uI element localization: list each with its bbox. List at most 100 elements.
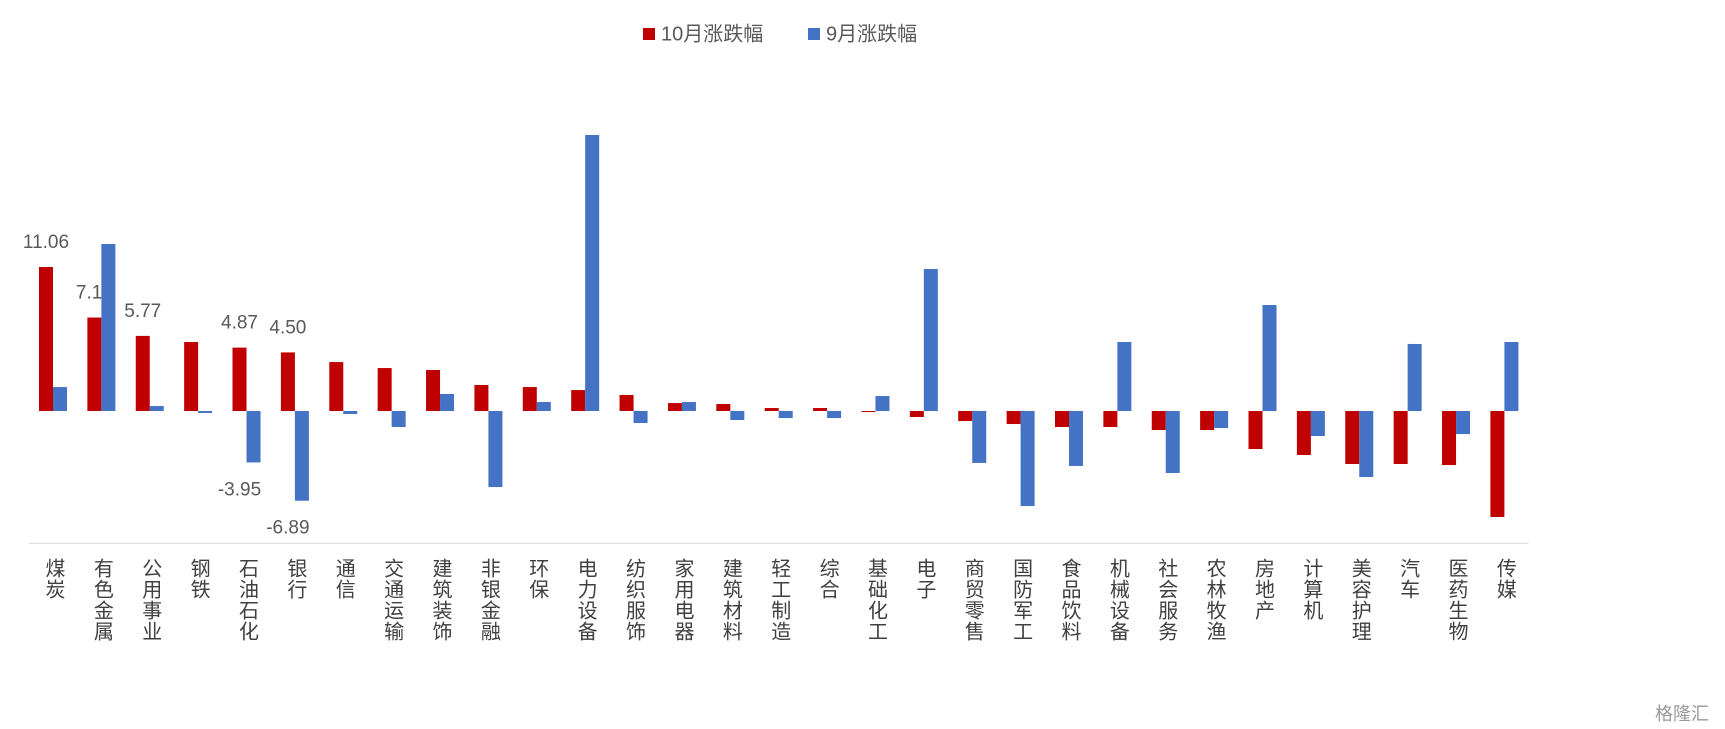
bar	[585, 135, 600, 412]
x-tick-label: 煤炭	[41, 558, 64, 600]
legend-swatch	[643, 28, 655, 40]
bar	[827, 411, 842, 419]
bar	[294, 411, 309, 501]
bar	[280, 352, 295, 412]
legend-swatch	[808, 28, 820, 40]
data-label: 11.06	[23, 232, 69, 253]
bar	[619, 394, 634, 412]
bar	[1296, 411, 1311, 456]
x-tick-label: 基础化工	[864, 558, 887, 642]
bar	[1151, 411, 1166, 431]
bar	[1214, 411, 1229, 429]
bar	[1393, 411, 1408, 464]
data-label: 4.87	[221, 313, 258, 334]
bar	[1310, 411, 1325, 437]
bar	[571, 390, 586, 412]
bar	[1006, 411, 1021, 425]
bar	[1103, 411, 1118, 428]
bar	[1407, 343, 1422, 412]
x-tick-label: 社会服务	[1154, 558, 1177, 642]
x-tick-label: 家用电器	[670, 558, 693, 642]
x-tick-label: 公用事业	[138, 558, 161, 642]
bar	[861, 411, 876, 413]
x-tick-label: 计算机	[1299, 558, 1322, 621]
bar	[1248, 411, 1263, 450]
bar	[149, 406, 164, 412]
bar	[716, 403, 731, 412]
x-tick-label: 交通运输	[380, 558, 403, 642]
bar	[246, 411, 261, 463]
bar	[1456, 411, 1471, 435]
x-tick-label: 建筑材料	[719, 558, 742, 642]
bar	[184, 342, 199, 412]
x-tick-label: 房地产	[1251, 558, 1274, 621]
bar	[813, 408, 828, 412]
bar	[958, 411, 973, 422]
x-tick-label: 商贸零售	[961, 558, 984, 642]
bar	[764, 408, 779, 412]
x-tick-label: 汽车	[1396, 558, 1419, 600]
bar	[972, 411, 987, 463]
bar	[488, 411, 503, 488]
bar	[1359, 411, 1374, 478]
data-label: -6.89	[266, 518, 309, 539]
x-tick-label: 建筑装饰	[429, 558, 452, 642]
bar	[1490, 411, 1505, 517]
x-tick-label: 银行	[283, 558, 306, 600]
bar	[1117, 342, 1132, 412]
bar	[343, 411, 358, 415]
x-tick-label: 电力设备	[574, 558, 597, 642]
bar	[875, 396, 890, 412]
bar	[329, 362, 344, 412]
bar	[730, 411, 745, 420]
x-tick-label: 通信	[332, 558, 355, 600]
x-tick-label: 石油石化	[235, 558, 258, 642]
x-tick-label: 机械设备	[1106, 558, 1129, 642]
bar	[923, 268, 938, 412]
bar	[633, 411, 648, 423]
bar	[440, 393, 455, 412]
x-tick-label: 环保	[525, 558, 548, 600]
data-label: -3.95	[218, 479, 261, 500]
bar	[38, 267, 53, 412]
x-tick-label: 电子	[912, 558, 935, 600]
legend-label: 10月涨跌幅	[661, 22, 763, 45]
bar	[667, 403, 682, 412]
bar	[52, 387, 67, 412]
bar	[536, 402, 551, 412]
bar	[426, 370, 441, 412]
x-tick-label: 医药生物	[1445, 558, 1468, 642]
x-tick-label: 纺织服饰	[622, 558, 645, 642]
bar	[778, 411, 793, 419]
legend-label: 9月涨跌幅	[826, 22, 917, 45]
bar	[1200, 411, 1215, 431]
x-tick-label: 非银金融	[477, 558, 500, 642]
data-label: 4.50	[269, 317, 306, 338]
bar	[1442, 411, 1457, 466]
bar	[391, 411, 406, 428]
bar	[1165, 411, 1180, 473]
x-tick-label: 传媒	[1493, 558, 1516, 600]
bar	[1345, 411, 1360, 464]
data-label: 5.77	[124, 301, 161, 322]
x-tick-label: 综合	[816, 558, 839, 600]
watermark: 格隆汇	[1655, 704, 1709, 724]
x-tick-label: 轻工制造	[767, 558, 790, 642]
bar	[909, 411, 924, 418]
bar	[1504, 342, 1519, 412]
bar	[232, 347, 247, 412]
bar	[1068, 411, 1083, 466]
bar	[1020, 411, 1035, 507]
bar	[101, 243, 116, 412]
bar	[87, 317, 102, 412]
bar	[1054, 411, 1069, 428]
x-tick-label: 美容护理	[1348, 558, 1371, 642]
bar	[135, 335, 150, 412]
bar	[681, 402, 696, 412]
bar	[377, 368, 392, 412]
bar	[198, 411, 213, 413]
x-tick-label: 国防军工	[1009, 558, 1032, 642]
bar	[522, 387, 537, 412]
